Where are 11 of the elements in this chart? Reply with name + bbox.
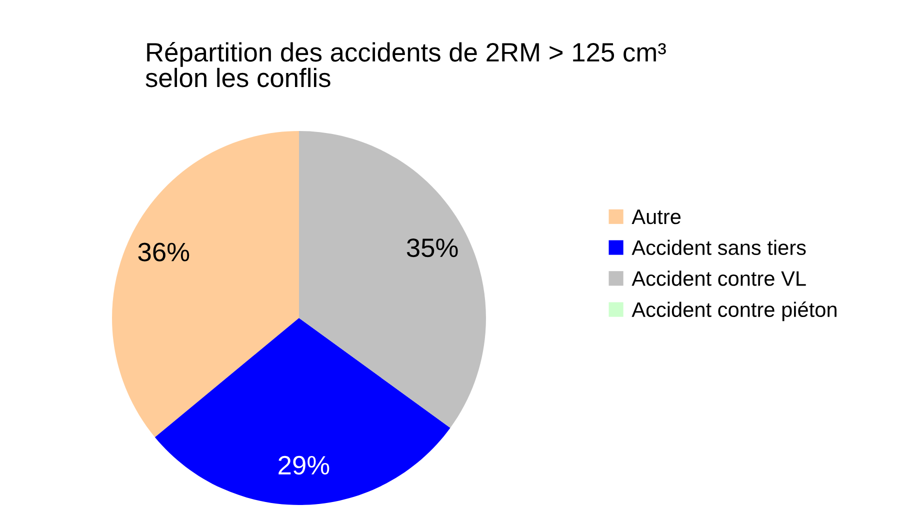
- legend-label: Autre: [632, 210, 681, 224]
- data-label: 35%: [406, 238, 458, 258]
- legend-label: Accident sans tiers: [632, 240, 806, 256]
- data-label: 29%: [278, 456, 330, 475]
- pie-slice: [112, 131, 299, 438]
- legend-label: Accident contre VL: [632, 270, 806, 286]
- pie-slice: [299, 131, 486, 428]
- chart-title: Répartition des accidents de 2RM > 125 cm³ selon les conflis: [146, 42, 666, 88]
- pie-slice: [154, 318, 450, 505]
- data-label: 36%: [138, 242, 190, 262]
- legend-label: Accident contre piéton: [632, 301, 836, 322]
